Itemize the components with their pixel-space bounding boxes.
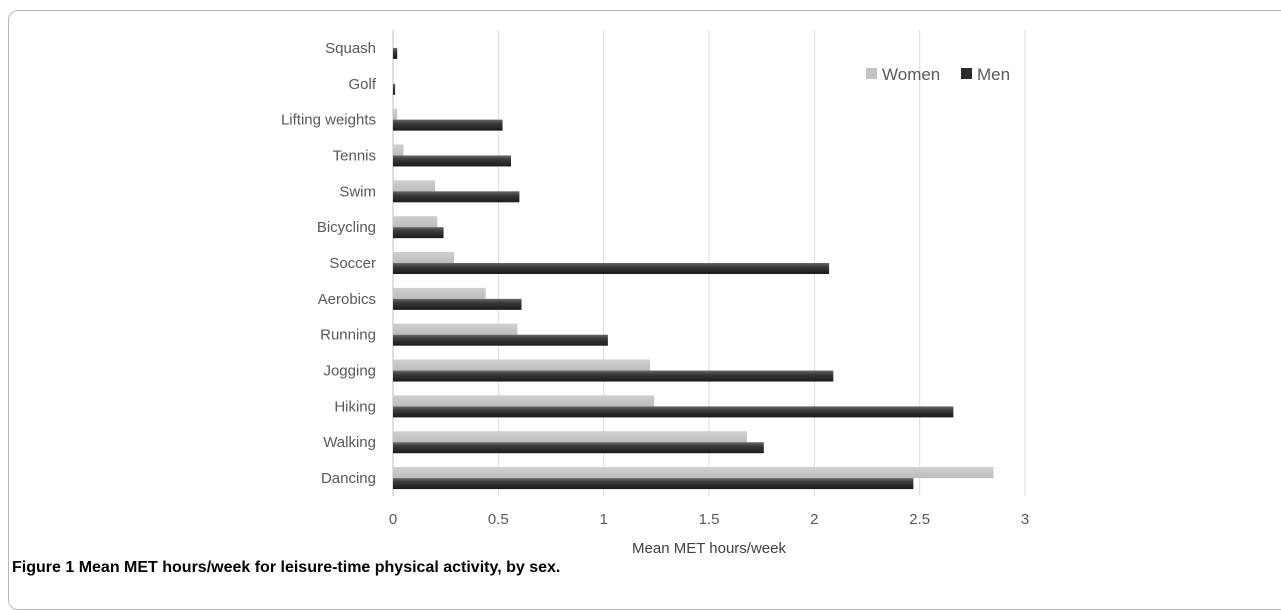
bar-men bbox=[393, 83, 396, 95]
category-label: Golf bbox=[348, 76, 376, 93]
x-tick-label: 1.5 bbox=[699, 511, 720, 528]
category-label: Jogging bbox=[323, 363, 376, 380]
x-tick-label: 2 bbox=[810, 511, 818, 528]
bar-men bbox=[393, 119, 503, 131]
category-label: Bicycling bbox=[317, 219, 376, 236]
bar-women bbox=[393, 467, 994, 479]
bar-women bbox=[393, 216, 438, 228]
category-label: Squash bbox=[325, 40, 376, 57]
legend: Women Men bbox=[866, 65, 1010, 84]
bar-men bbox=[393, 155, 511, 167]
bar-men bbox=[393, 406, 954, 418]
x-axis-label: Mean MET hours/week bbox=[632, 540, 786, 557]
legend-swatch-women bbox=[866, 68, 877, 79]
x-tick-label: 0.5 bbox=[488, 511, 509, 528]
category-label: Running bbox=[320, 327, 376, 344]
figure-label: Figure 1 bbox=[12, 559, 75, 576]
category-label: Aerobics bbox=[318, 291, 376, 308]
category-label: Swim bbox=[339, 183, 376, 200]
category-label: Hiking bbox=[334, 398, 376, 415]
category-label: Lifting weights bbox=[281, 112, 376, 129]
bar-women bbox=[393, 395, 655, 407]
category-label: Walking bbox=[323, 434, 376, 451]
bar-men bbox=[393, 334, 608, 346]
bar-women bbox=[393, 359, 651, 371]
legend-label-women: Women bbox=[882, 65, 940, 84]
bar-men bbox=[393, 370, 834, 382]
legend-label-men: Men bbox=[977, 65, 1010, 84]
bar-men bbox=[393, 263, 830, 274]
figure-caption: Figure 1 Mean MET hours/week for leisure… bbox=[12, 559, 560, 577]
bar-men bbox=[393, 442, 764, 454]
bar-men bbox=[393, 478, 914, 490]
bar-women bbox=[393, 108, 398, 120]
x-tick-label: 2.5 bbox=[909, 511, 930, 528]
bar-men bbox=[393, 227, 444, 239]
bar-women bbox=[393, 144, 404, 156]
x-tick-label: 3 bbox=[1021, 511, 1029, 528]
bars bbox=[393, 47, 994, 490]
x-tick-label: 0 bbox=[389, 511, 397, 528]
legend-swatch-men bbox=[961, 68, 972, 79]
category-label: Soccer bbox=[329, 255, 376, 272]
bar-women bbox=[393, 180, 436, 192]
bar-women bbox=[393, 431, 747, 443]
category-labels: Squash Golf Lifting weights Tennis Swim Bicyc… bbox=[281, 40, 377, 487]
category-label: Dancing bbox=[321, 470, 376, 487]
bar-men bbox=[393, 298, 522, 310]
bar-chart: Squash Golf Lifting weights Tennis Swim Bicyc… bbox=[281, 30, 1029, 557]
x-tick-label: 1 bbox=[599, 511, 607, 528]
bar-men bbox=[393, 191, 520, 203]
category-label: Tennis bbox=[333, 147, 376, 164]
bar-men bbox=[393, 47, 398, 59]
x-tick-labels: 0 0.5 1 1.5 2 2.5 3 bbox=[389, 511, 1029, 528]
figure-caption-text: Mean MET hours/week for leisure-time phy… bbox=[78, 559, 561, 576]
bar-women bbox=[393, 287, 486, 299]
bar-women bbox=[393, 323, 518, 335]
bar-women bbox=[393, 252, 455, 263]
